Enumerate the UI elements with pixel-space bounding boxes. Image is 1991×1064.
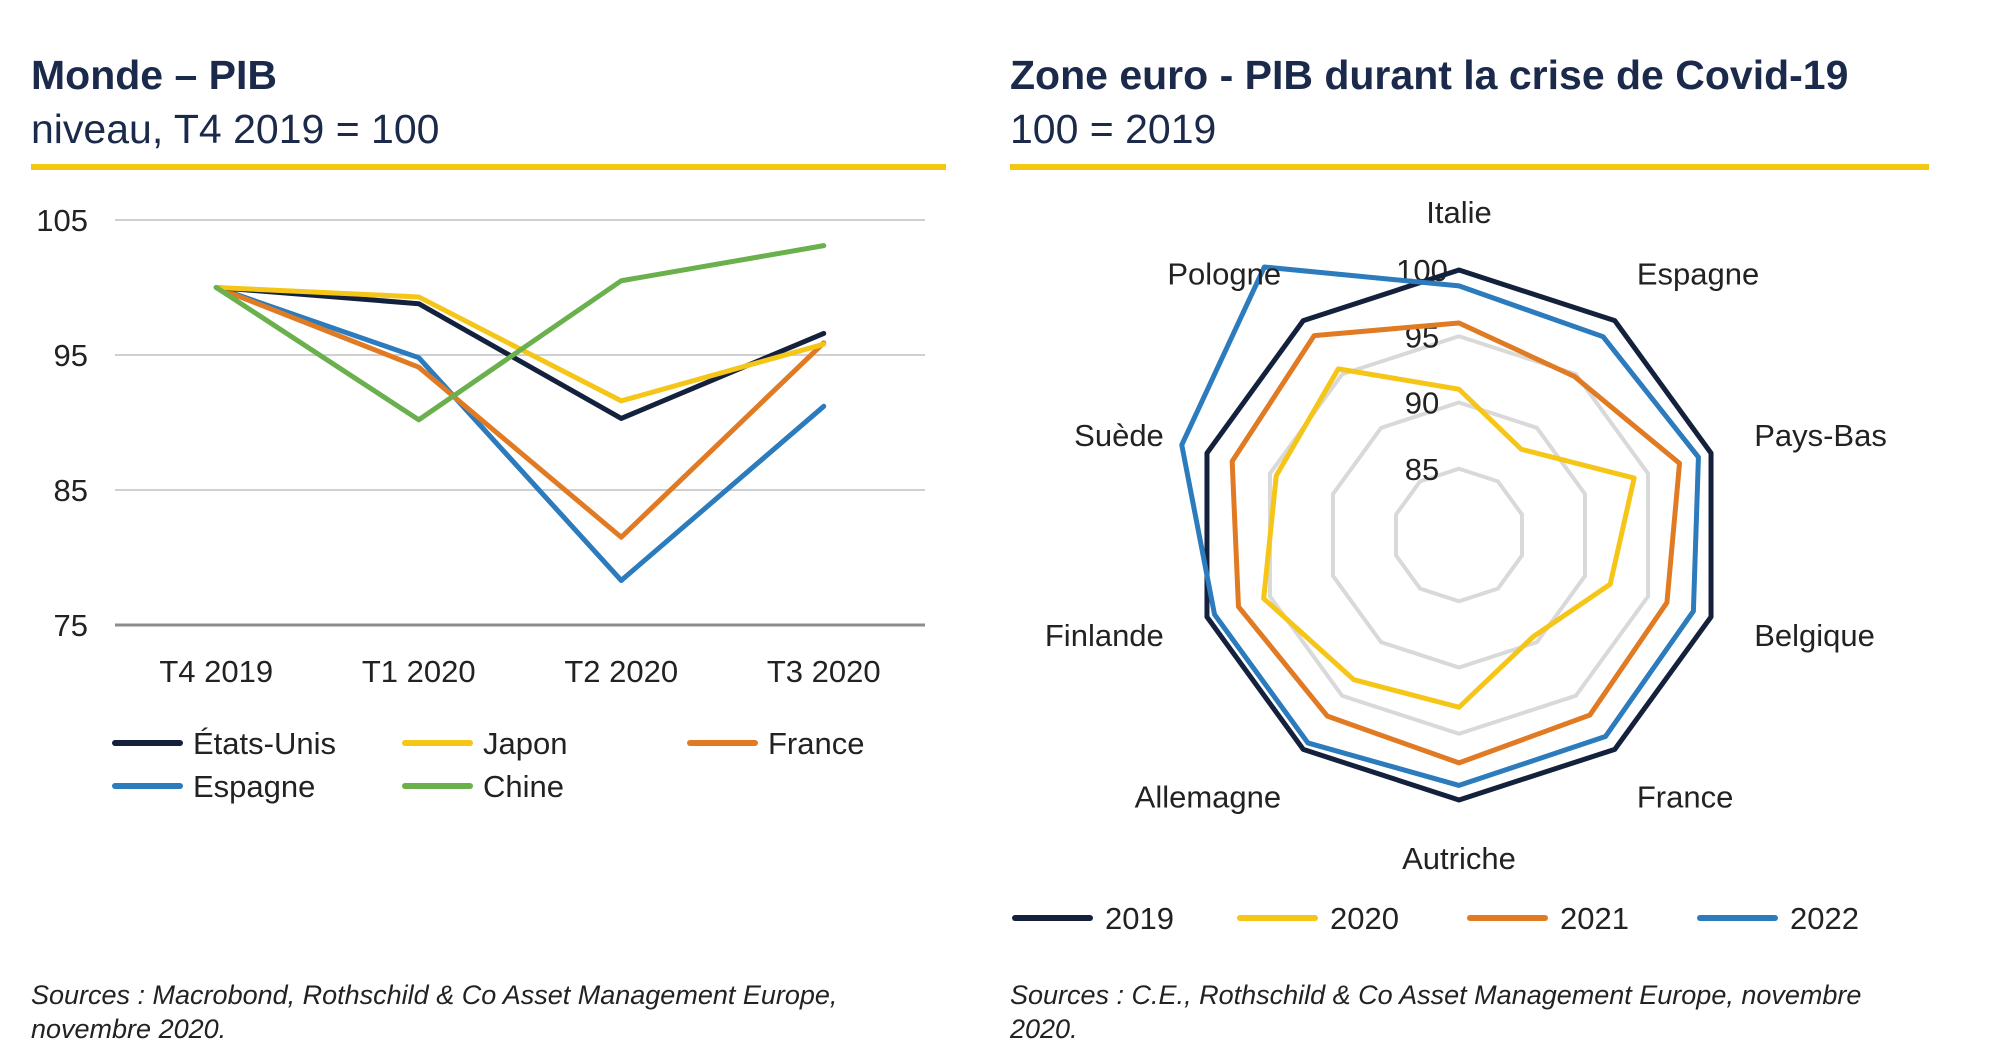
series-line-etats-unis: [213, 285, 827, 421]
x-tick-label: T1 2020: [362, 654, 476, 689]
radar-axis-label-finlande: Finlande: [1045, 618, 1164, 653]
radar-chart: 859095100ItalieEspagnePays-BasBelgiqueFr…: [1012, 195, 1887, 936]
right-title-rule: [1010, 164, 1929, 170]
legend-label-2019: 2019: [1105, 901, 1174, 936]
radar-series-2021: [1229, 320, 1683, 766]
y-tick-label: 85: [54, 473, 88, 508]
legend-label-france: France: [768, 726, 864, 761]
y-tick-label: 95: [54, 338, 88, 373]
legend-label-2021: 2021: [1560, 901, 1629, 936]
left-chart-title: Monde – PIB: [31, 52, 278, 98]
legend-label-2022: 2022: [1790, 901, 1859, 936]
left-chart-subtitle: niveau, T4 2019 = 100: [31, 106, 440, 152]
left-source-note: Sources : Macrobond, Rothschild & Co Ass…: [31, 980, 838, 1044]
radar-series-2022: [1179, 264, 1701, 788]
radar-axis-label-espagne: Espagne: [1637, 257, 1759, 292]
radar-tick-label: 90: [1405, 386, 1439, 421]
radar-grid-ring: [1393, 466, 1525, 604]
legend-label-espagne: Espagne: [193, 769, 315, 804]
radar-axis-label-italie: Italie: [1426, 195, 1491, 230]
legend-label-japon: Japon: [483, 726, 567, 761]
radar-axis-label-france: France: [1637, 779, 1733, 814]
y-tick-label: 105: [36, 203, 88, 238]
right-chart-title: Zone euro - PIB durant la crise de Covid…: [1010, 52, 1849, 98]
right-source-note: Sources : C.E., Rothschild & Co Asset Ma…: [1010, 980, 1862, 1044]
right-chart-panel: Zone euro - PIB durant la crise de Covid…: [995, 0, 1991, 1064]
line-chart: 75 85 95 105 T4 2019 T1 2020 T2 2020 T3 2020 Éta…: [36, 203, 925, 804]
legend-label-2020: 2020: [1330, 901, 1399, 936]
x-tick-label: T3 2020: [767, 654, 881, 689]
x-tick-label: T2 2020: [564, 654, 678, 689]
legend-label-chine: Chine: [483, 769, 564, 804]
radar-grid-ring: [1330, 400, 1588, 670]
series-line-france: [213, 285, 827, 540]
radar-axis-label-pays-bas: Pays-Bas: [1754, 418, 1887, 453]
right-chart-subtitle: 100 = 2019: [1010, 106, 1217, 152]
radar-axis-label-belgique: Belgique: [1754, 618, 1875, 653]
left-chart-panel: Monde – PIB niveau, T4 2019 = 100 75 85 95…: [0, 0, 990, 1064]
y-tick-label: 75: [54, 608, 88, 643]
series-line-espagne: [213, 285, 827, 583]
left-title-rule: [31, 164, 946, 170]
series-line-chine: [213, 243, 827, 423]
radar-series-2019: [1204, 267, 1714, 803]
radar-axis-label-autriche: Autriche: [1402, 841, 1516, 876]
x-tick-label: T4 2019: [159, 654, 273, 689]
radar-tick-label: 85: [1405, 452, 1439, 487]
radar-series-2020: [1261, 366, 1637, 710]
radar-axis-label-suede: Suède: [1074, 418, 1164, 453]
radar-axis-label-allemagne: Allemagne: [1135, 779, 1281, 814]
radar-axis-label-pologne: Pologne: [1167, 257, 1281, 292]
legend-label-etats-unis: États-Unis: [193, 726, 336, 761]
radar-grid-ring: [1267, 334, 1651, 736]
